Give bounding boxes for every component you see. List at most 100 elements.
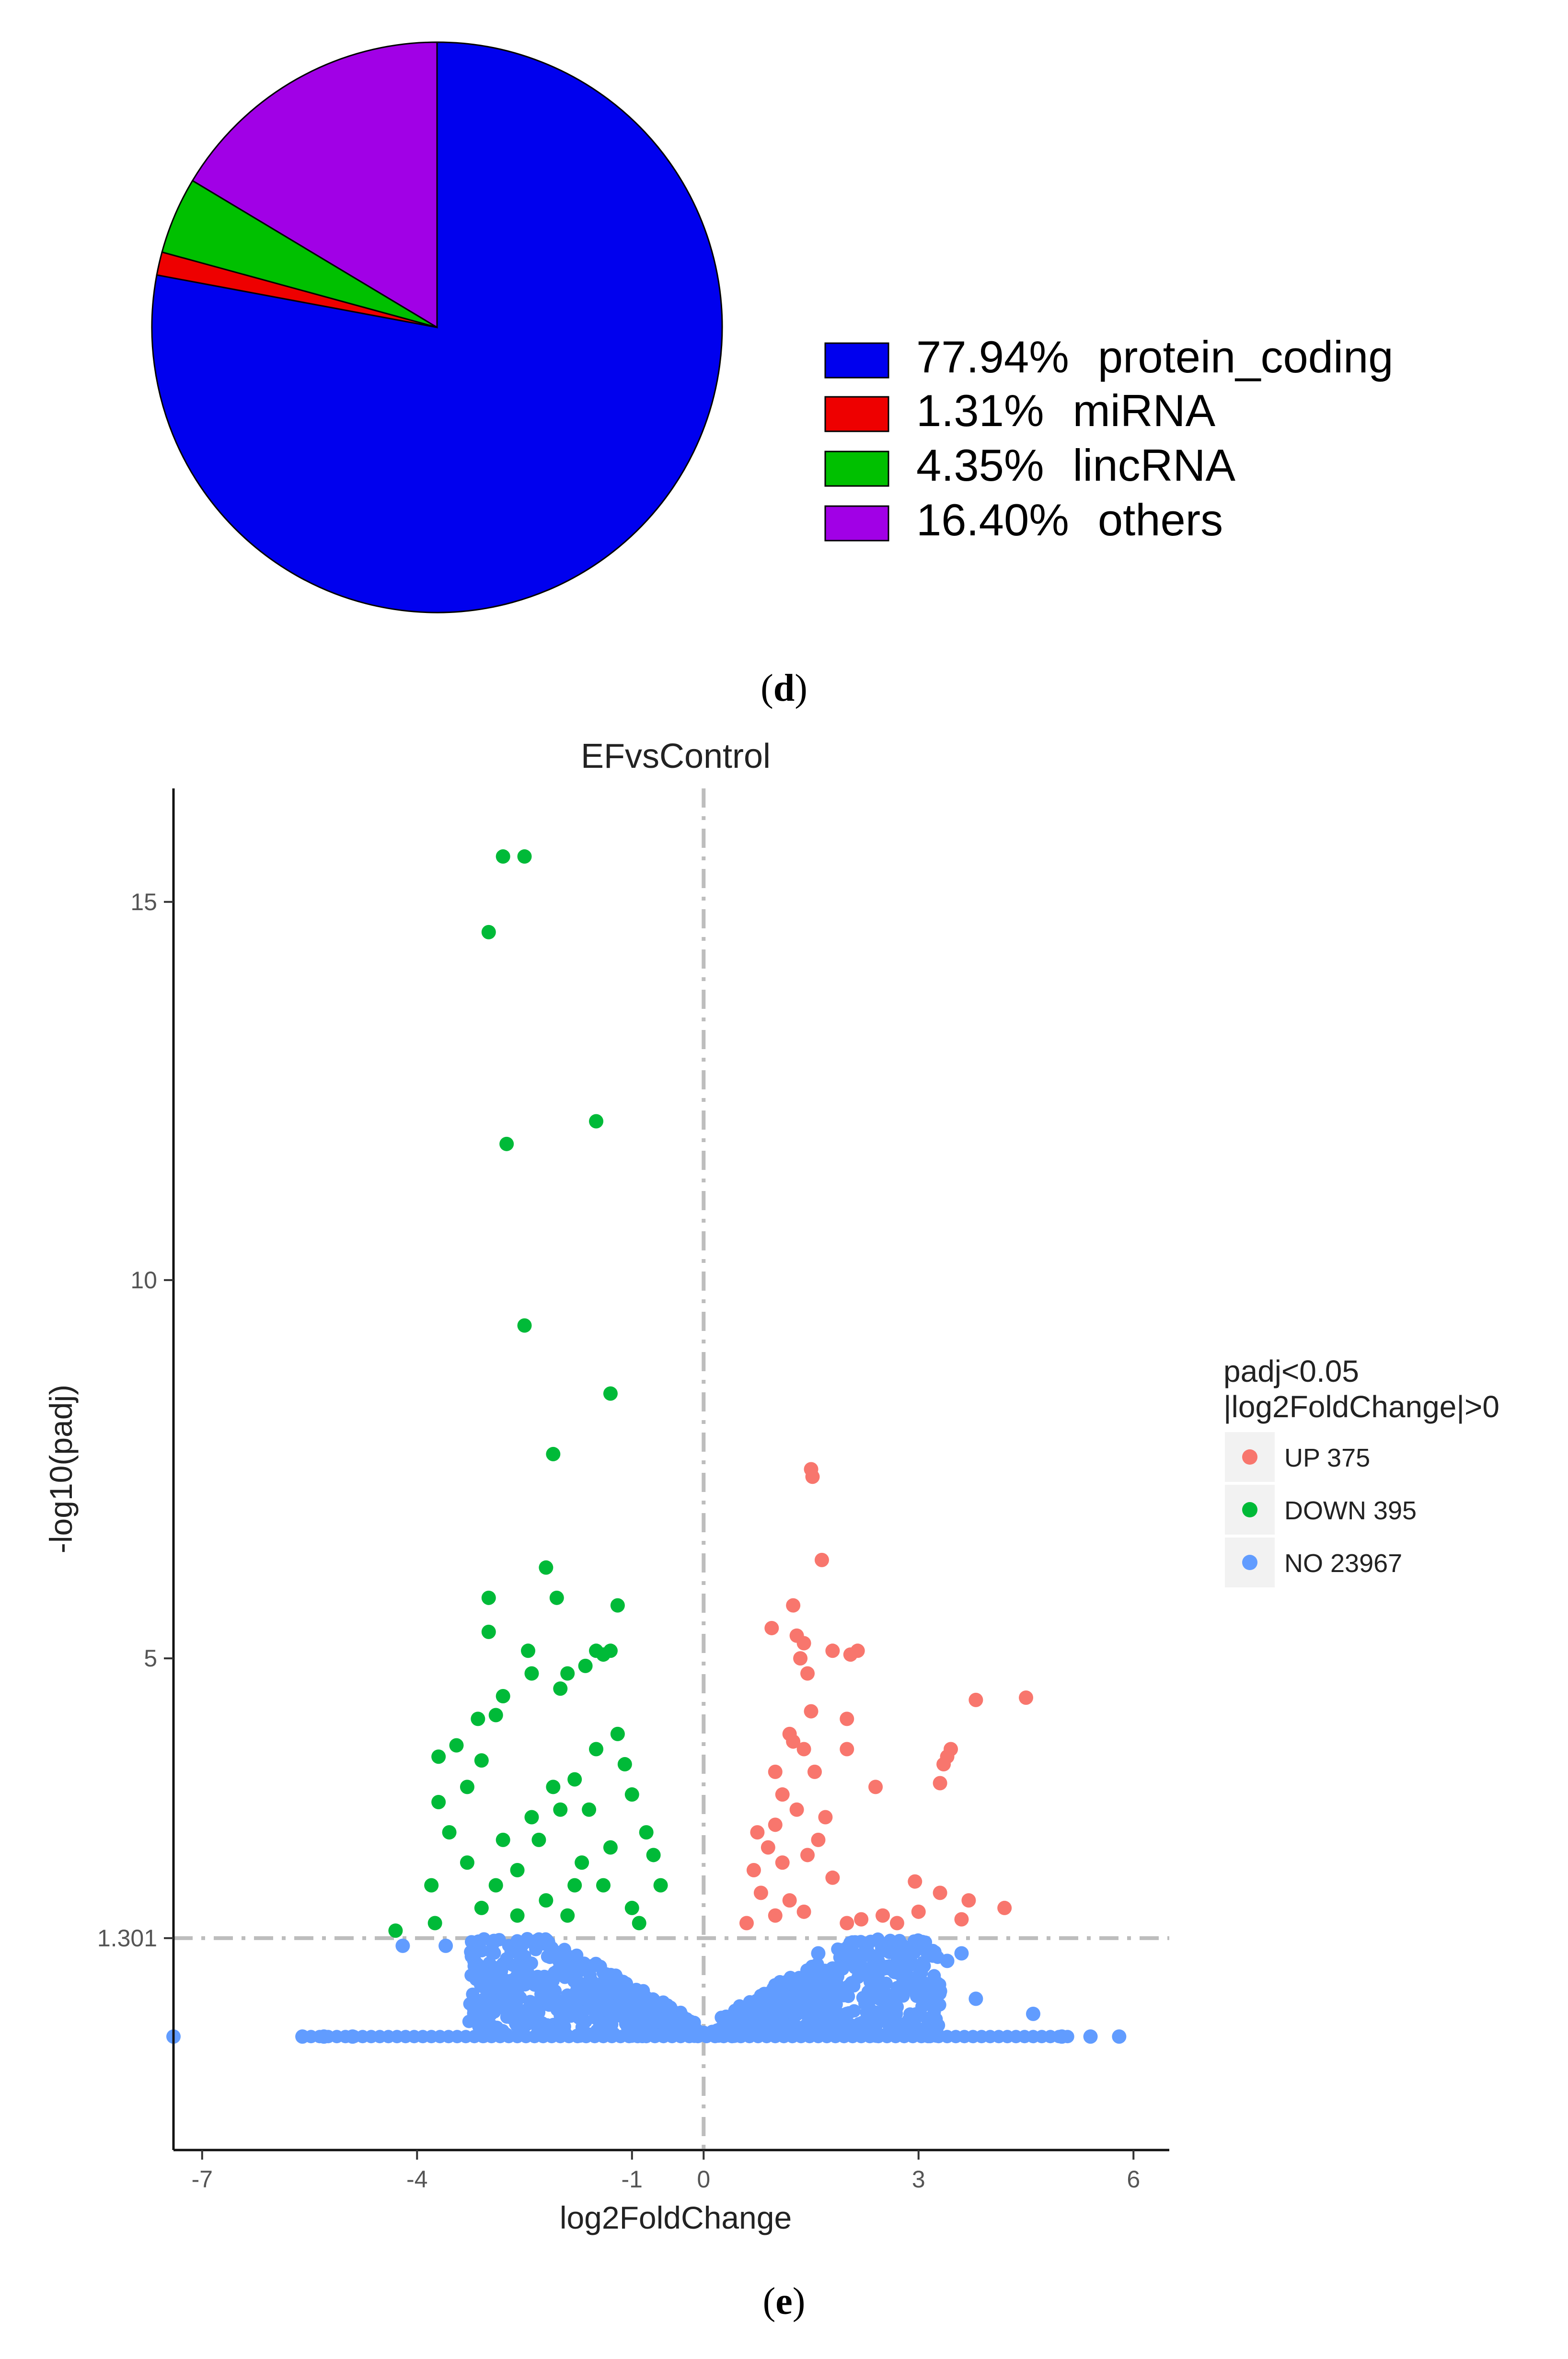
point-down	[646, 1848, 661, 1862]
point-no-bg	[503, 1997, 517, 2011]
point-up	[854, 1912, 869, 1927]
y-tick-label: 1.301	[97, 1925, 157, 1952]
point-down	[560, 1666, 575, 1681]
point-down	[624, 1900, 639, 1915]
point-no-bg	[783, 2019, 796, 2033]
point-no-bg	[807, 1993, 821, 2007]
point-no-bg	[487, 1933, 501, 1947]
point-no-bg	[922, 2015, 936, 2029]
volcano-legend: padj<0.05 |log2FoldChange|>0 UP 375 DOWN…	[1223, 1354, 1499, 1587]
point-up	[868, 1780, 883, 1794]
point-up	[768, 1908, 783, 1923]
point-up	[739, 1916, 754, 1931]
point-no	[1083, 2029, 1098, 2044]
point-no	[624, 2006, 639, 2021]
x-tick-label: -1	[622, 2166, 643, 2193]
point-no	[345, 2029, 360, 2044]
point-no-bg	[638, 1990, 652, 2004]
point-no	[911, 1934, 926, 1949]
point-no-bg	[875, 2012, 888, 2026]
point-no	[567, 1999, 582, 2014]
legend-label-up: UP 375	[1284, 1444, 1370, 1472]
point-no	[295, 2029, 310, 2044]
point-down	[499, 1136, 514, 1151]
point-down	[589, 1742, 604, 1757]
point-up	[796, 1904, 811, 1919]
point-no-bg	[497, 1987, 511, 2001]
point-up	[775, 1787, 790, 1802]
point-no-bg	[819, 2016, 833, 2030]
point-up	[954, 1912, 969, 1927]
x-tick-label: 6	[1127, 2166, 1140, 2193]
point-up	[811, 1832, 826, 1847]
point-no-bg	[787, 2008, 801, 2022]
point-down	[431, 1749, 446, 1764]
point-no-bg	[858, 1996, 872, 2010]
point-up	[775, 1855, 790, 1870]
volcano-plot: EFvsControl -7 -4 -1 0 3 6 1.301 5 10 15 log2Fold…	[43, 737, 1169, 2235]
point-up	[911, 1904, 926, 1919]
point-no-bg	[871, 1954, 885, 1968]
point-down	[578, 1658, 593, 1673]
point-no	[1026, 2006, 1040, 2021]
point-down	[624, 1787, 639, 1802]
point-down	[496, 849, 510, 864]
point-no	[825, 1961, 840, 1976]
point-no	[316, 2029, 331, 2044]
point-no	[653, 2014, 668, 2029]
point-up	[789, 1802, 804, 1817]
point-no-bg	[519, 1960, 533, 1974]
point-no	[438, 1938, 453, 1953]
reference-lines	[173, 788, 1169, 2150]
point-up	[768, 1817, 783, 1832]
point-down	[549, 1590, 564, 1605]
point-no	[882, 1999, 897, 2014]
point-no	[861, 1946, 876, 1961]
panel-label-e: (e)	[763, 2280, 806, 2323]
point-down	[488, 1708, 503, 1723]
legend-label-no: NO 23967	[1284, 1549, 1402, 1578]
point-up	[889, 1916, 904, 1931]
point-up	[818, 1810, 833, 1825]
point-no-bg	[510, 2020, 524, 2034]
legend-label-down: DOWN 395	[1284, 1496, 1417, 1525]
point-no-bg	[843, 1978, 857, 1992]
point-no	[811, 1946, 826, 1961]
point-no-bg	[528, 1978, 542, 1992]
series-down	[388, 849, 668, 1938]
axes: -7 -4 -1 0 3 6 1.301 5 10 15	[97, 788, 1169, 2193]
point-no-bg	[605, 1971, 619, 1985]
point-no-bg	[771, 2016, 784, 2030]
legend-key-no	[1242, 1555, 1257, 1570]
point-up	[786, 1598, 801, 1613]
point-no	[524, 2006, 539, 2021]
point-down	[539, 1560, 553, 1575]
pie-slice-others	[191, 41, 438, 329]
scatter-points	[166, 849, 1127, 2044]
point-up	[968, 1692, 983, 1707]
legend-label-others: 16.40% others	[916, 495, 1223, 545]
point-no	[796, 1976, 811, 1991]
point-no	[768, 1991, 783, 2006]
point-no	[882, 1961, 897, 1976]
point-no-bg	[515, 1936, 529, 1950]
point-no	[467, 1954, 482, 1968]
point-down	[603, 1840, 618, 1855]
pie-slice-lincrna	[161, 179, 438, 328]
point-up	[933, 1885, 947, 1900]
point-down	[481, 925, 496, 939]
point-down	[531, 1832, 546, 1847]
point-no-bg	[779, 1975, 793, 1989]
point-down	[496, 1689, 510, 1703]
legend-label-lincrna: 4.35% lincRNA	[916, 440, 1235, 490]
point-down	[575, 1855, 589, 1870]
y-axis-label: -log10(padj)	[43, 1385, 79, 1553]
point-down	[471, 1711, 485, 1726]
point-down	[510, 1908, 525, 1923]
point-no-bg	[543, 1950, 557, 1964]
point-up	[753, 1885, 768, 1900]
point-no-bg	[593, 2015, 607, 2029]
point-no-bg	[788, 1997, 802, 2011]
point-no	[933, 1984, 947, 1999]
point-down	[442, 1825, 457, 1840]
